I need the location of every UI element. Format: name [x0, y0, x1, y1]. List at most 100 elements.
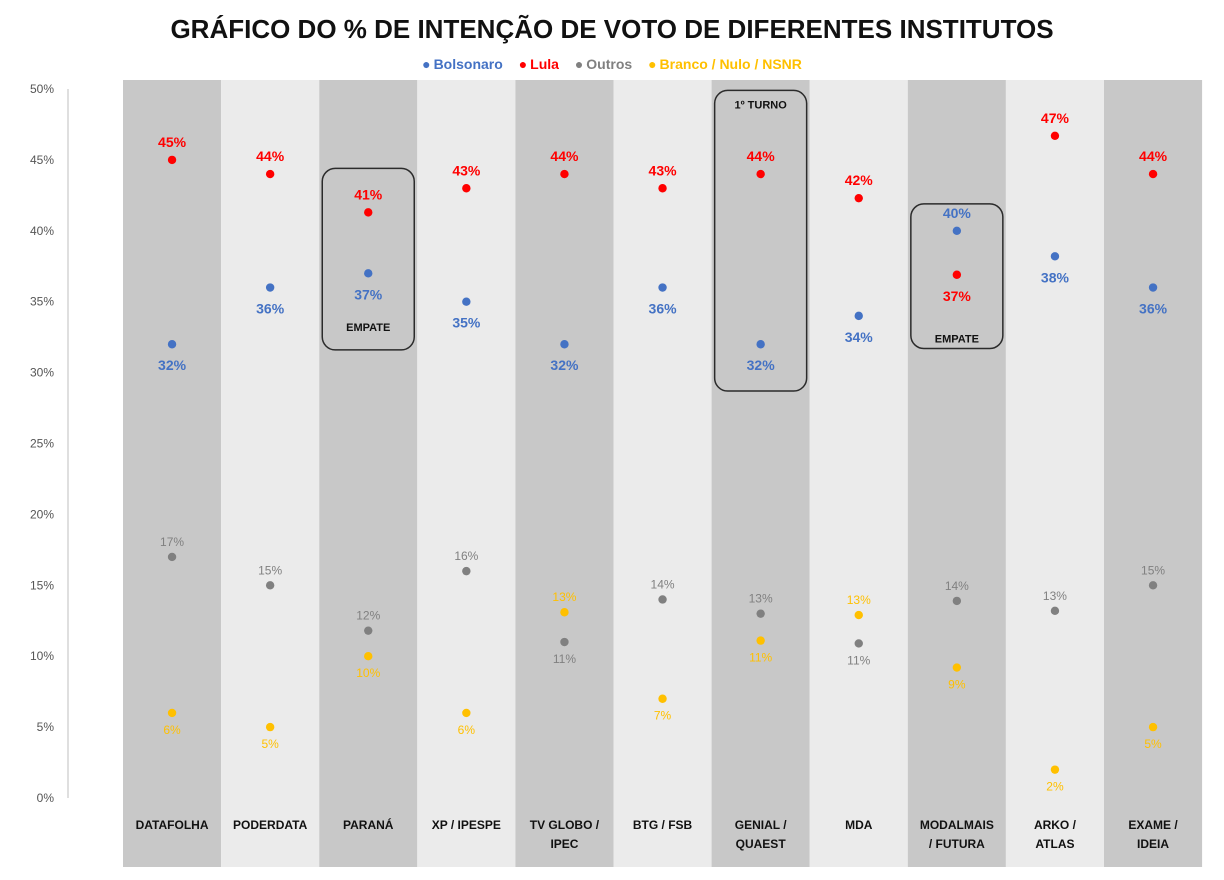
data-label: 35% [452, 315, 481, 331]
x-tick-label: TV GLOBO / [530, 818, 600, 832]
data-point [364, 626, 373, 635]
x-tick-label: GENIAL / [735, 818, 787, 832]
legend-label: Bolsonaro [433, 56, 503, 72]
data-label: 36% [1139, 301, 1168, 317]
data-label: 13% [847, 593, 871, 607]
legend-item-outros: ● Outros [575, 56, 632, 72]
y-tick-label: 45% [30, 153, 54, 167]
data-point [1050, 765, 1060, 774]
x-tick-label: ARKO / [1034, 818, 1077, 832]
legend-label: Lula [530, 56, 559, 72]
legend-item-branco-nulo: ● Branco / Nulo / NSNR [648, 56, 802, 72]
y-tick-label: 25% [30, 437, 54, 451]
data-label: 6% [458, 723, 476, 737]
y-tick-label: 15% [30, 578, 54, 592]
annotation-label: 1º TURNO [734, 100, 787, 112]
legend-item-bolsonaro: ● Bolsonaro [422, 56, 503, 72]
data-label: 13% [749, 592, 773, 606]
data-label: 13% [552, 590, 576, 604]
legend-label: Branco / Nulo / NSNR [659, 56, 802, 72]
data-point [462, 566, 471, 576]
annotation-label: EMPATE [935, 334, 979, 346]
legend-dot-icon: ● [518, 56, 528, 72]
data-point [756, 169, 765, 179]
data-label: 13% [1043, 589, 1067, 603]
data-label: 36% [649, 301, 678, 317]
data-point [658, 184, 667, 193]
data-point [167, 155, 177, 165]
data-label: 44% [747, 148, 776, 164]
y-tick-label: 50% [30, 82, 54, 96]
data-label: 44% [1139, 148, 1168, 164]
x-tick-label: XP / IPESPE [432, 818, 501, 832]
column-background [907, 80, 1006, 867]
data-point [1050, 252, 1060, 261]
y-tick-label: 40% [30, 224, 54, 238]
data-label: 15% [1141, 563, 1165, 577]
data-point [1148, 283, 1158, 292]
highlight-box [321, 167, 415, 351]
data-point [952, 663, 962, 672]
data-label: 41% [354, 186, 383, 202]
data-point [854, 639, 863, 648]
data-point [854, 193, 863, 203]
data-label: 47% [1041, 110, 1070, 126]
data-point [952, 596, 962, 606]
data-label: 11% [749, 651, 772, 665]
column-background [515, 80, 614, 867]
data-label: 32% [550, 357, 579, 373]
data-label: 44% [256, 148, 285, 164]
column-background [711, 80, 810, 867]
data-label: 45% [158, 134, 187, 150]
data-point [462, 708, 471, 718]
data-point [1148, 722, 1158, 732]
data-point [560, 340, 569, 349]
data-label: 12% [356, 609, 380, 623]
data-label: 36% [256, 301, 285, 317]
data-label: 11% [847, 653, 870, 667]
x-tick-label: MODALMAIS [920, 818, 994, 832]
chart-title: GRÁFICO DO % DE INTENÇÃO DE VOTO DE DIFE… [170, 14, 1054, 44]
data-point [854, 311, 863, 321]
data-point [658, 283, 667, 292]
x-tick-label: IDEIA [1137, 837, 1169, 851]
x-tick-label: PODERDATA [233, 818, 308, 832]
legend-label: Outros [586, 56, 633, 72]
data-label: 44% [550, 148, 579, 164]
x-tick-label: MDA [845, 818, 873, 832]
data-point [1148, 169, 1158, 179]
data-point [462, 297, 471, 306]
data-label: 38% [1041, 269, 1070, 285]
data-point [560, 637, 569, 647]
data-point [658, 694, 667, 703]
data-label: 14% [651, 577, 675, 591]
data-label: 37% [943, 288, 972, 304]
data-point [364, 208, 373, 217]
x-tick-label: / FUTURA [929, 837, 985, 851]
highlight-box [713, 89, 808, 392]
data-point [1050, 131, 1060, 140]
data-label: 9% [948, 678, 966, 692]
data-point [265, 581, 275, 590]
column-background [1104, 80, 1203, 867]
data-point [167, 708, 177, 718]
data-point [854, 610, 863, 620]
y-tick-label: 30% [30, 366, 54, 380]
data-label: 2% [1046, 780, 1064, 794]
data-label: 16% [454, 549, 478, 563]
x-tick-label: EXAME / [1128, 818, 1178, 832]
legend-dot-icon: ● [648, 56, 657, 72]
x-tick-label: ATLAS [1035, 837, 1074, 851]
data-point [364, 269, 373, 278]
data-label: 42% [845, 172, 874, 188]
legend: ● Bolsonaro ● Lula ● Outros ● Branco / Nulo … [0, 56, 1224, 72]
data-point [756, 340, 765, 349]
data-label: 40% [943, 205, 972, 221]
data-label: 6% [163, 723, 181, 737]
data-label: 32% [158, 357, 187, 373]
data-label: 11% [553, 652, 576, 666]
y-tick-label: 0% [37, 791, 55, 805]
column-background [1005, 80, 1104, 867]
x-tick-label: DATAFOLHA [136, 818, 209, 832]
